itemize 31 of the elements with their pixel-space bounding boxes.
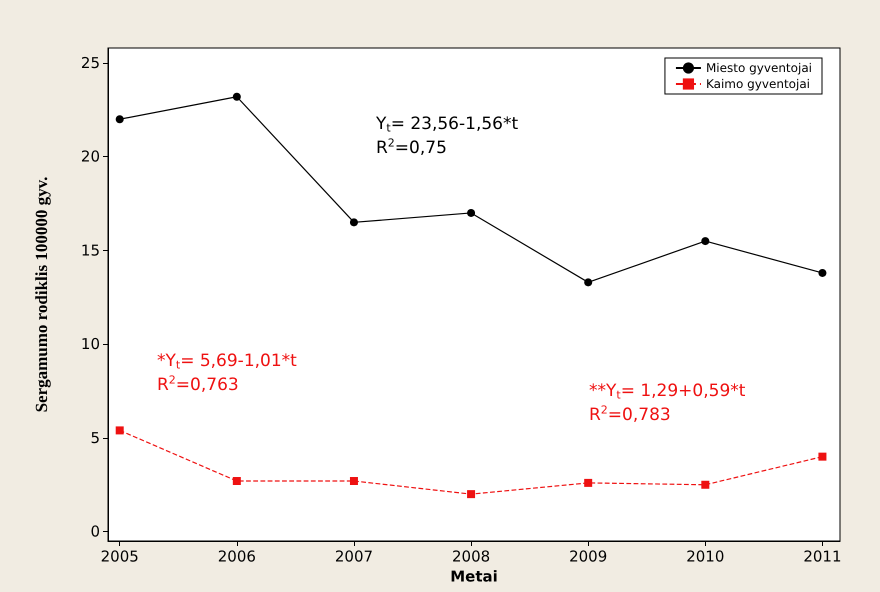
point [116, 115, 124, 124]
x-tick-label: 2011 [803, 548, 842, 566]
x-axis-title: Metai [450, 567, 498, 586]
point [350, 218, 358, 226]
point [701, 237, 710, 246]
y-axis-title: Sergamumo rodiklis 100000 gyv. [32, 176, 51, 412]
point [584, 278, 592, 286]
x-tick-label: 2010 [686, 548, 724, 566]
x-tick-label: 2008 [452, 548, 490, 566]
point [350, 477, 358, 486]
y-tick-label: 25 [80, 54, 100, 72]
point [584, 478, 592, 487]
point [116, 426, 124, 434]
point [818, 452, 826, 461]
y-tick-label: 5 [90, 428, 100, 447]
y-tick-label: 0 [90, 522, 100, 541]
point [232, 92, 241, 101]
x-tick-label: 2006 [218, 548, 256, 566]
y-tick-label: 20 [80, 148, 100, 166]
x-tick-label: 2005 [100, 548, 139, 566]
legend-label: Miesto gyventojai [706, 61, 812, 75]
point [701, 480, 710, 489]
y-tick-label: 10 [80, 335, 100, 354]
point [467, 208, 476, 217]
point [818, 268, 826, 277]
legend-label: Kaimo gyventojai [706, 77, 810, 91]
x-tick-label: 2009 [569, 548, 608, 566]
point [232, 477, 241, 486]
point [467, 490, 476, 498]
y-tick-label: 15 [80, 241, 100, 260]
x-tick-label: 2007 [334, 548, 374, 566]
